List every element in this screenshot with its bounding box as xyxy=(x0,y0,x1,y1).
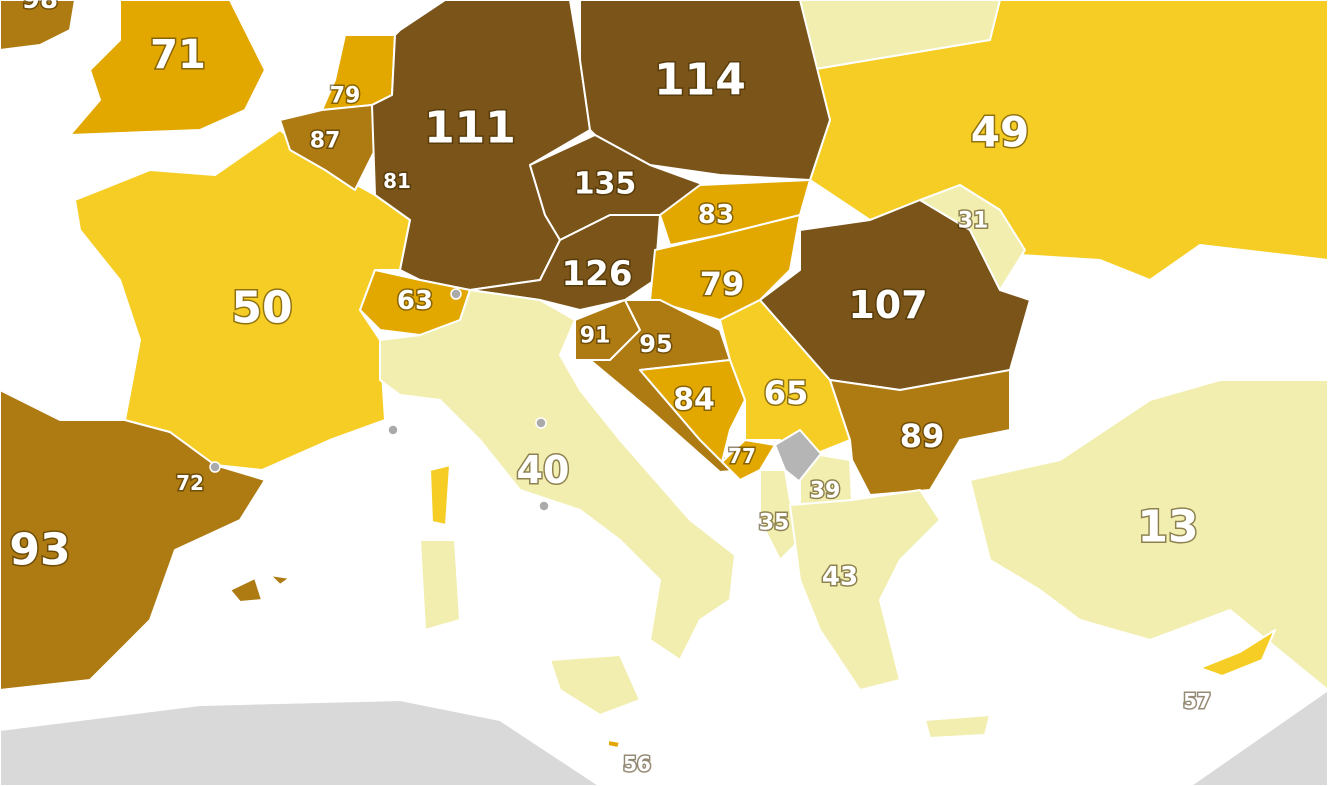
value-label-poland: 114 xyxy=(654,55,746,106)
value-label-netherlands: 79 xyxy=(330,84,361,109)
value-label-czechia: 135 xyxy=(574,167,637,202)
value-label-malta: 56 xyxy=(623,752,651,776)
region-poland xyxy=(579,0,831,181)
city-dot xyxy=(535,417,547,429)
value-label-andorra: 72 xyxy=(176,471,204,495)
value-label-germany: 111 xyxy=(424,103,516,154)
value-label-albania: 35 xyxy=(759,511,790,536)
region-belgium xyxy=(279,104,376,191)
value-label-luxembourg: 81 xyxy=(383,169,411,193)
region-spain xyxy=(229,577,263,603)
region-ukraine xyxy=(809,0,1328,281)
city-dot xyxy=(387,424,399,436)
region-cyprus xyxy=(1199,629,1276,677)
value-label-hungary: 79 xyxy=(700,265,745,303)
value-label-north-macedonia: 39 xyxy=(810,479,841,504)
value-label-ireland: 98 xyxy=(22,0,58,15)
value-label-france: 50 xyxy=(231,283,292,334)
value-label-spain: 93 xyxy=(9,525,70,576)
city-dot xyxy=(450,288,462,300)
region-moldova xyxy=(919,184,1026,291)
region-malta xyxy=(607,739,621,749)
value-label-bulgaria: 89 xyxy=(900,417,945,455)
region-greece xyxy=(924,714,991,739)
value-label-serbia: 65 xyxy=(764,374,809,412)
region-italy xyxy=(379,289,736,661)
value-label-greece: 43 xyxy=(822,562,858,592)
city-dot xyxy=(538,500,550,512)
value-label-belgium: 87 xyxy=(310,129,341,154)
region-italy xyxy=(549,654,641,716)
region-united-kingdom xyxy=(69,0,266,136)
region-turkey xyxy=(969,379,1328,691)
city-dot xyxy=(209,461,221,473)
region-austria xyxy=(469,214,661,311)
value-label-turkey: 13 xyxy=(1137,502,1198,553)
region-spain xyxy=(0,389,266,691)
value-label-slovakia: 83 xyxy=(698,200,734,230)
value-label-austria: 126 xyxy=(562,254,633,294)
region-corsica xyxy=(429,464,451,526)
region-north-macedonia xyxy=(799,454,853,506)
region-italy xyxy=(419,539,461,631)
region-north-africa xyxy=(0,699,601,786)
region-north-africa xyxy=(1189,689,1328,786)
value-label-montenegro: 77 xyxy=(728,444,756,468)
value-label-slovenia: 91 xyxy=(580,324,611,349)
value-label-croatia: 95 xyxy=(639,330,672,358)
region-greece xyxy=(789,489,941,691)
value-label-ukraine: 49 xyxy=(971,108,1029,157)
value-label-moldova: 31 xyxy=(958,209,989,234)
value-label-united-kingdom: 71 xyxy=(150,32,206,78)
region-bulgaria xyxy=(829,369,1011,496)
value-label-romania: 107 xyxy=(848,283,927,327)
value-label-switzerland: 63 xyxy=(397,286,433,316)
region-montenegro xyxy=(721,439,776,481)
value-label-cyprus: 57 xyxy=(1183,689,1211,713)
value-label-italy: 40 xyxy=(517,448,570,492)
region-spain xyxy=(269,574,291,586)
value-label-bosnia: 84 xyxy=(673,383,715,418)
region-ireland xyxy=(0,0,76,51)
